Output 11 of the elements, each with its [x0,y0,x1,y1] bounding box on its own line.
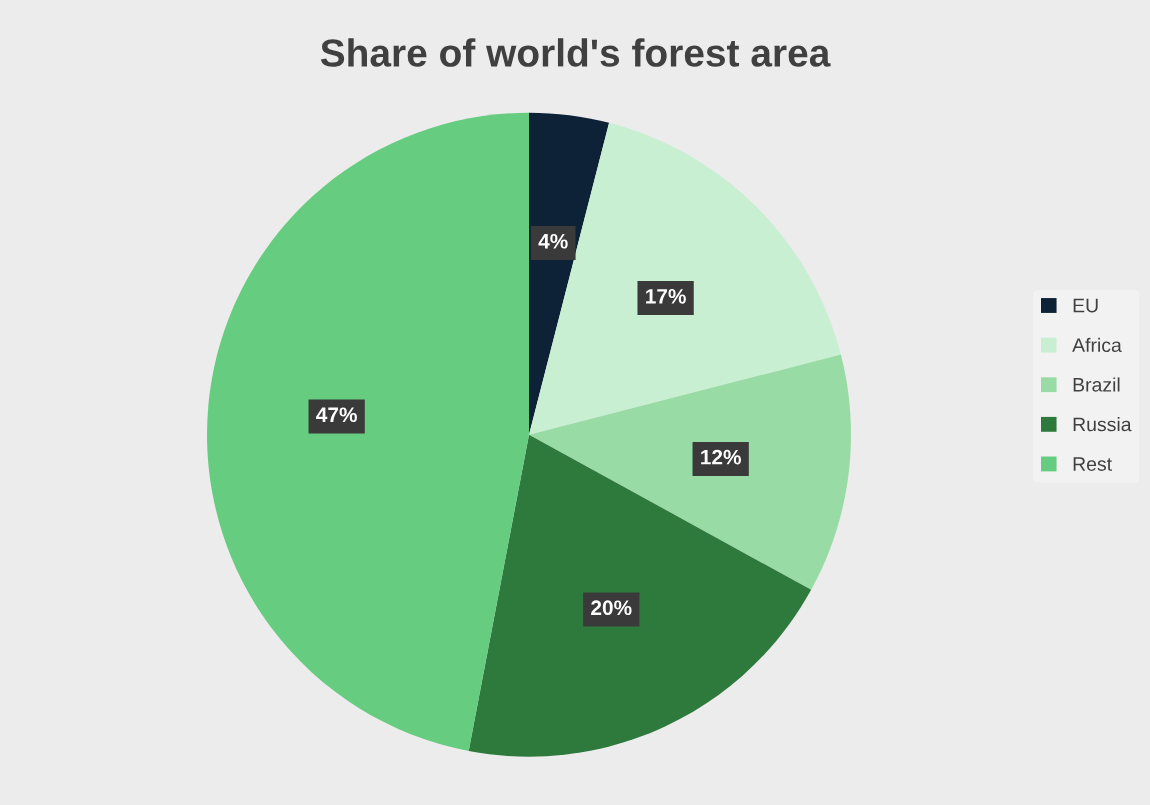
data-label: 47% [316,407,357,423]
legend-label: Rest [1073,457,1112,471]
data-label: 12% [701,449,741,465]
data-label: 4% [538,233,568,249]
legend-label: Africa [1072,337,1122,353]
data-label: 17% [646,288,686,304]
legend-label: EU [1073,298,1098,313]
data-label: 20% [591,600,632,616]
legend-label: Russia [1073,417,1132,432]
chart-title: Share of world's forest area [320,38,831,67]
legend-label: Brazil [1073,377,1120,392]
